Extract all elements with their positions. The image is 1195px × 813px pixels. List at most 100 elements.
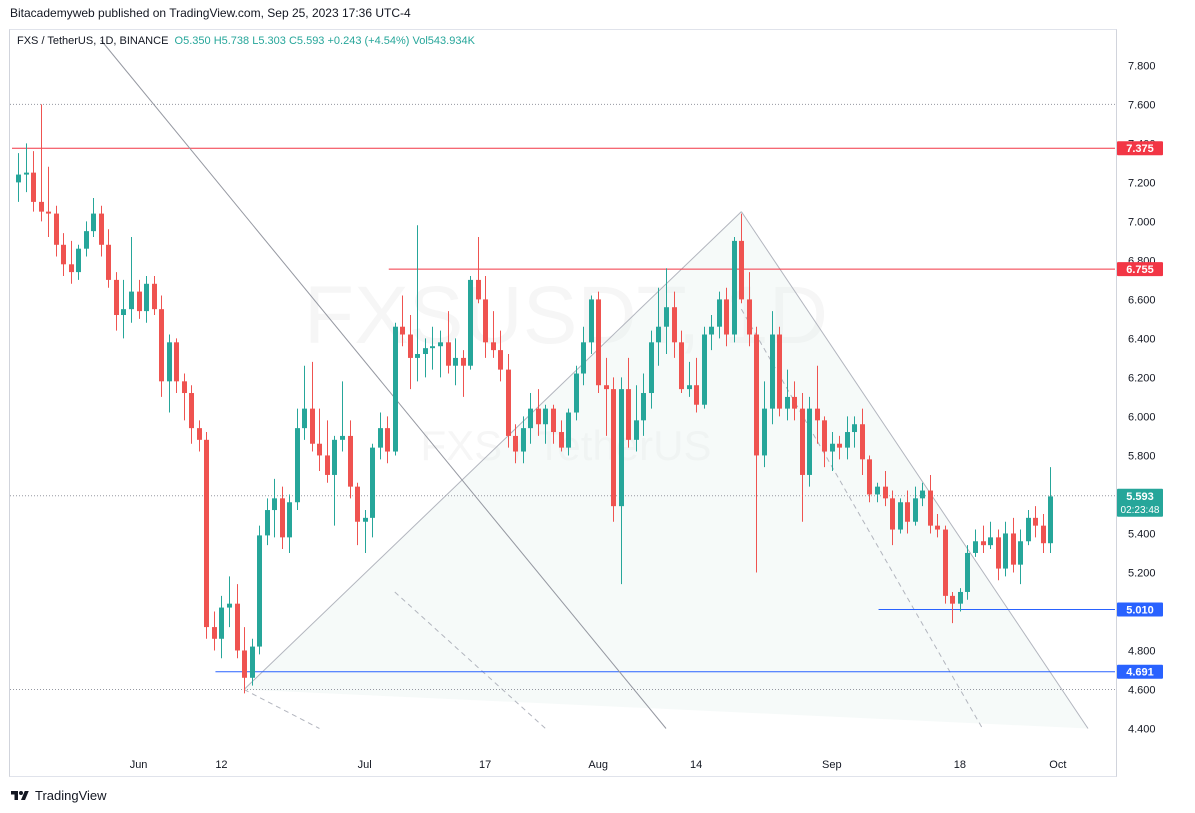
candle-body bbox=[219, 607, 224, 639]
candle-body bbox=[513, 435, 518, 452]
candle bbox=[250, 638, 255, 686]
time-axis[interactable]: Jun 12 Jul 17 Aug 14 Sep 18 Oct bbox=[130, 759, 1067, 771]
candle bbox=[777, 326, 782, 417]
candle bbox=[867, 455, 872, 503]
price-axis[interactable]: 7.8007.6007.4007.2007.0006.8006.6006.400… bbox=[1128, 60, 1156, 735]
candle bbox=[295, 408, 300, 511]
candle bbox=[461, 350, 466, 397]
candle-body bbox=[717, 299, 722, 327]
candle bbox=[1018, 529, 1023, 585]
candle-body bbox=[106, 244, 111, 280]
candle bbox=[679, 330, 684, 394]
time-tick-label: 17 bbox=[479, 759, 491, 771]
candle bbox=[242, 627, 247, 694]
candle-body bbox=[800, 408, 805, 475]
candle bbox=[348, 420, 353, 499]
candle-body bbox=[114, 279, 119, 316]
candle-body bbox=[461, 357, 466, 366]
candle-body bbox=[182, 381, 187, 394]
candle bbox=[272, 478, 277, 538]
candle-body bbox=[551, 408, 556, 433]
candle bbox=[302, 365, 307, 440]
candle-body bbox=[302, 408, 307, 429]
legend-symbol[interactable]: FXS / TetherUS, 1D, BINANCE bbox=[17, 35, 169, 47]
candle bbox=[1026, 510, 1031, 546]
candle bbox=[167, 334, 172, 413]
chart-pane[interactable] bbox=[9, 29, 1117, 777]
candle-body bbox=[355, 486, 360, 522]
time-tick-label: Sep bbox=[822, 759, 842, 771]
candle bbox=[732, 236, 737, 343]
candle-body bbox=[837, 443, 842, 448]
candle bbox=[845, 416, 850, 460]
tradingview-footer[interactable]: TradingView bbox=[10, 788, 107, 803]
candle-body bbox=[363, 517, 368, 522]
candle bbox=[182, 373, 187, 421]
candle-body bbox=[84, 231, 89, 249]
candle-body bbox=[883, 486, 888, 499]
candle-body bbox=[664, 307, 669, 327]
candle bbox=[114, 272, 119, 331]
price-label-value: 5.010 bbox=[1126, 605, 1154, 617]
candle bbox=[1033, 506, 1038, 538]
candle-body bbox=[581, 342, 586, 374]
price-tick-label: 7.200 bbox=[1128, 177, 1156, 189]
candle bbox=[965, 545, 970, 600]
candle bbox=[99, 205, 104, 257]
candle-body bbox=[559, 432, 564, 448]
candle-body bbox=[46, 211, 51, 214]
candle-body bbox=[626, 389, 631, 440]
price-label: 5.010 bbox=[1117, 602, 1163, 617]
candle bbox=[717, 291, 722, 339]
candle bbox=[785, 369, 790, 421]
price-labels: 7.375 6.755 5.593 02:23:48 5.010 4.691 bbox=[1117, 141, 1163, 679]
candle-body bbox=[430, 346, 435, 349]
candle bbox=[31, 151, 36, 212]
candle-body bbox=[69, 264, 74, 273]
candle bbox=[287, 494, 292, 553]
candle-body bbox=[204, 439, 209, 628]
price-label-value: 4.691 bbox=[1126, 667, 1154, 679]
candle bbox=[574, 365, 579, 421]
candle-body bbox=[340, 435, 345, 440]
candle-body bbox=[596, 299, 601, 386]
candle bbox=[943, 525, 948, 604]
candle bbox=[619, 377, 624, 585]
candle-body bbox=[287, 502, 292, 538]
price-tick-label: 5.800 bbox=[1128, 450, 1156, 462]
candle-body bbox=[174, 342, 179, 382]
pattern-edge bbox=[740, 211, 1089, 729]
candle-body bbox=[1003, 533, 1008, 569]
candle-body bbox=[227, 603, 232, 608]
candle-body bbox=[988, 537, 993, 546]
candle bbox=[709, 315, 714, 351]
candle-body bbox=[1048, 496, 1053, 544]
price-tick-label: 6.600 bbox=[1128, 294, 1156, 306]
candle bbox=[830, 432, 835, 472]
candle-body bbox=[905, 502, 910, 522]
price-tick-label: 5.200 bbox=[1128, 567, 1156, 579]
candle bbox=[257, 525, 262, 655]
candle bbox=[950, 591, 955, 624]
candle-body bbox=[506, 369, 511, 436]
trend-lines[interactable] bbox=[100, 39, 667, 729]
candle-body bbox=[54, 213, 59, 245]
candle bbox=[981, 525, 986, 553]
horizontal-lines[interactable] bbox=[12, 147, 1115, 673]
candle bbox=[363, 510, 368, 553]
candle bbox=[54, 205, 59, 257]
legend-low: L5.303 bbox=[252, 35, 286, 47]
candle bbox=[551, 404, 556, 444]
candle-body bbox=[928, 490, 933, 526]
candle-body bbox=[521, 428, 526, 452]
candle-body bbox=[702, 334, 707, 405]
candle bbox=[664, 268, 669, 355]
pattern-extension bbox=[394, 591, 546, 729]
candle-body bbox=[687, 385, 692, 390]
candle bbox=[913, 486, 918, 526]
candle-body bbox=[408, 334, 413, 358]
candle-body bbox=[672, 307, 677, 343]
candle-body bbox=[483, 299, 488, 343]
candle-body bbox=[31, 172, 36, 202]
